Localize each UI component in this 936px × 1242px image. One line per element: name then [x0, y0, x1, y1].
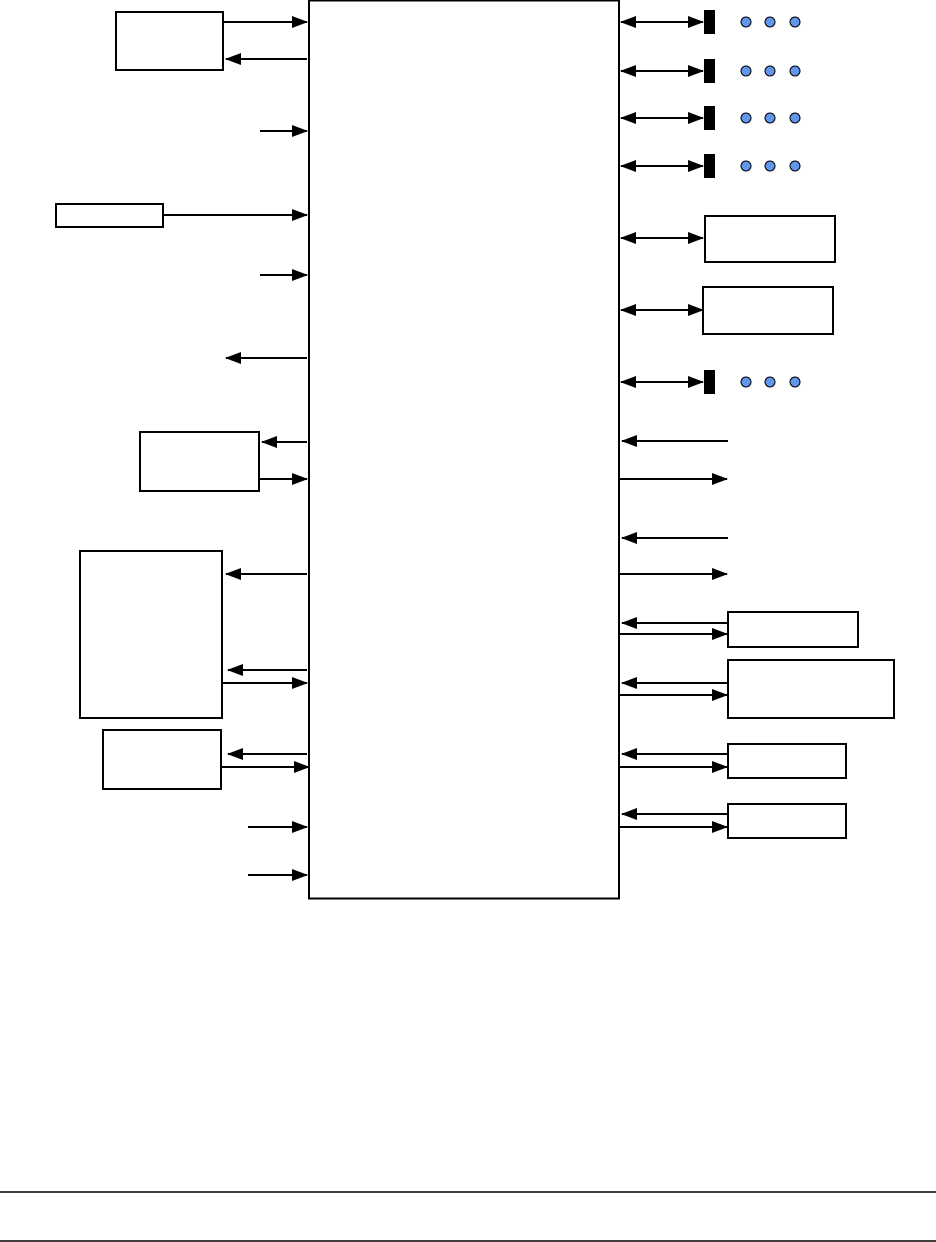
peripheral-block	[139, 431, 260, 492]
ellipsis-dot-icon	[740, 376, 752, 388]
ellipsis-dot-icon	[764, 112, 776, 124]
peripheral-block	[102, 729, 222, 790]
connector-bar-icon	[704, 154, 715, 178]
peripheral-block	[79, 550, 223, 719]
ellipsis-dot-icon	[789, 65, 801, 77]
ellipsis-dot-icon	[789, 376, 801, 388]
peripheral-block	[727, 611, 859, 648]
peripheral-block	[727, 803, 847, 839]
ellipsis-dot-icon	[740, 65, 752, 77]
peripheral-block	[727, 659, 895, 719]
ellipsis-dot-icon	[740, 112, 752, 124]
ellipsis-dot-icon	[764, 160, 776, 172]
peripheral-block	[702, 286, 834, 335]
connector-bar-icon	[704, 106, 715, 130]
ellipsis-dot-icon	[764, 376, 776, 388]
connector-bar-icon	[704, 10, 715, 34]
ellipsis-dot-icon	[789, 112, 801, 124]
connector-bar-icon	[704, 370, 715, 394]
ellipsis-dot-icon	[764, 16, 776, 28]
peripheral-block	[115, 11, 224, 71]
peripheral-block	[727, 743, 847, 779]
main-block	[308, 0, 620, 900]
ellipsis-dot-icon	[740, 160, 752, 172]
connector-bar-icon	[704, 59, 715, 83]
peripheral-block	[55, 203, 164, 228]
ellipsis-dot-icon	[764, 65, 776, 77]
ellipsis-dot-icon	[789, 160, 801, 172]
peripheral-block	[704, 215, 836, 263]
ellipsis-dot-icon	[740, 16, 752, 28]
ellipsis-dot-icon	[789, 16, 801, 28]
